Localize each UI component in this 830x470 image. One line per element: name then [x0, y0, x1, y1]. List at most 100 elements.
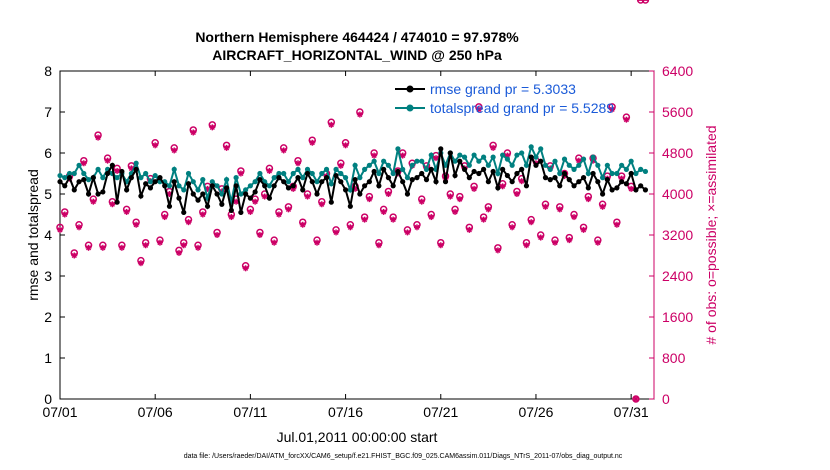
obs-assimilated-marker [275, 211, 282, 218]
rmse-point [404, 191, 411, 197]
obs-assimilated-marker [137, 260, 144, 267]
rmse-point [595, 179, 601, 185]
obs-assimilated-marker [632, 396, 639, 402]
rmse-point [176, 195, 182, 201]
asterisk-stroke [457, 196, 463, 202]
totalspread-point [500, 152, 506, 158]
obs-assimilated-marker [513, 191, 520, 197]
totalspread-point [300, 175, 306, 181]
asterisk-stroke [328, 122, 334, 128]
rmse-point [433, 179, 439, 185]
asterisk-stroke [57, 227, 63, 233]
asterisk-stroke [181, 242, 187, 248]
asterisk-stroke [576, 158, 582, 164]
obs-assimilated-marker [261, 193, 268, 200]
obs-assimilated-marker [242, 265, 249, 272]
totalspread-point [371, 158, 377, 164]
obs-assimilated-marker [475, 106, 482, 113]
obs-assimilated-marker [580, 226, 587, 233]
asterisk-stroke [105, 158, 111, 164]
obs-assimilated-marker [199, 211, 206, 218]
asterisk-stroke [247, 209, 253, 215]
asterisk-stroke [85, 245, 92, 251]
obs-assimilated-marker [466, 226, 473, 233]
obs-assimilated-marker [61, 211, 68, 218]
plot-area [59, 70, 655, 400]
rmse-point [143, 181, 149, 187]
obs-assimilated-marker [114, 167, 121, 174]
totalspread-point [200, 177, 206, 183]
obs-assimilated-marker [171, 147, 178, 154]
obs-assimilated-marker [509, 224, 516, 231]
asterisk-stroke [452, 209, 458, 215]
rmse-point [509, 179, 515, 185]
asterisk-stroke [76, 224, 82, 230]
rmse-point [81, 177, 87, 183]
asterisk-stroke [262, 193, 268, 200]
y-left-tick-label: 0 [44, 391, 52, 407]
obs-assimilated-marker [452, 208, 459, 215]
totalspread-point [585, 170, 591, 177]
obs-assimilated-marker [95, 134, 102, 141]
rmse-point [357, 191, 363, 197]
totalspread-point [152, 172, 158, 179]
asterisk-stroke [162, 214, 168, 220]
asterisk-stroke [476, 106, 482, 113]
obs-assimilated-marker [142, 242, 149, 249]
asterisk-stroke [566, 237, 572, 243]
obs-assimilated-marker [76, 224, 83, 231]
rmse-point [523, 183, 530, 189]
rmse-point [561, 170, 568, 177]
rmse-point [128, 175, 134, 181]
asterisk-stroke [71, 252, 77, 259]
asterisk-stroke [266, 168, 273, 174]
totalspread-point [452, 158, 458, 164]
asterisk-stroke [119, 245, 125, 251]
totalspread-point [257, 170, 263, 177]
rmse-point [366, 179, 372, 185]
totalspread-point [376, 170, 382, 177]
totalspread-point [576, 162, 582, 168]
rmse-point [590, 170, 596, 177]
rmse-point [438, 146, 444, 152]
rmse-point [490, 168, 496, 175]
totalspread-point [143, 170, 149, 177]
rmse-point [623, 181, 629, 187]
obs-assimilated-marker [399, 152, 406, 159]
obs-assimilated-marker [133, 221, 140, 228]
asterisk-stroke [628, 186, 634, 192]
asterisk-stroke [152, 142, 158, 148]
y-right-tick-label: 5600 [662, 104, 693, 120]
totalspread-point [185, 170, 192, 177]
totalspread-point [252, 179, 258, 185]
totalspread-point [243, 187, 249, 193]
rmse-point [495, 185, 501, 191]
asterisk-stroke [238, 170, 244, 177]
obs-assimilated-marker [223, 144, 230, 151]
chart-title-line1: Northern Hemisphere 464424 / 474010 = 97… [195, 29, 519, 45]
asterisk-stroke [466, 227, 472, 233]
y-right-tick-label: 800 [662, 350, 686, 366]
asterisk-stroke [485, 206, 491, 212]
y-right-tick-label: 1600 [662, 309, 693, 325]
rmse-point [628, 170, 634, 177]
totalspread-point [304, 166, 311, 172]
obs-assimilated-marker [385, 191, 392, 197]
obs-assimilated-marker [71, 252, 78, 259]
asterisk-stroke [176, 250, 182, 256]
rmse-point [461, 166, 468, 172]
rmse-point [252, 189, 258, 195]
totalspread-point [580, 156, 587, 162]
asterisk-stroke [95, 135, 101, 141]
rmse-point [319, 179, 325, 185]
rmse-point [599, 191, 606, 197]
obs-assimilated-marker [480, 216, 487, 223]
asterisk-stroke [357, 111, 363, 118]
asterisk-stroke [481, 217, 487, 223]
legend-rmse-marker [406, 85, 414, 93]
obs-assimilated-marker [318, 201, 325, 208]
asterisk-stroke [390, 217, 396, 223]
asterisk-stroke [309, 140, 315, 146]
obs-assimilated-marker [613, 221, 620, 228]
totalspread-point [523, 162, 530, 168]
